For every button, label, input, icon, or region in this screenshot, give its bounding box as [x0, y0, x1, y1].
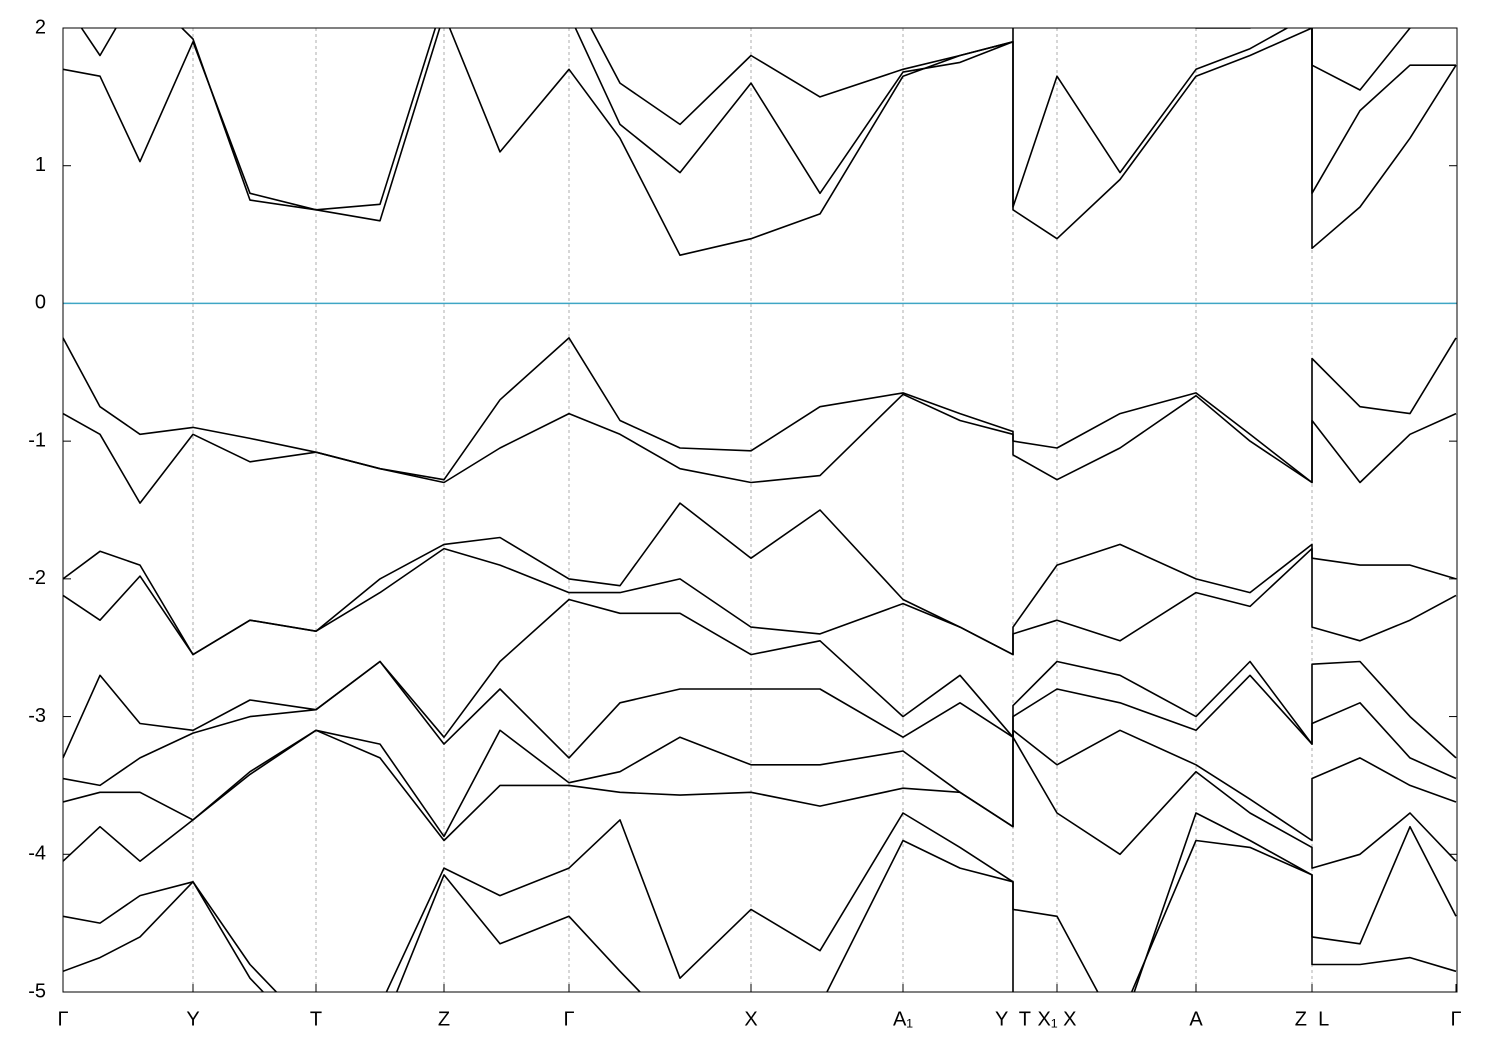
x-tick-label: Γ	[563, 1008, 574, 1030]
y-tick-label: -5	[28, 980, 46, 1002]
x-tick-label: Γ	[57, 1008, 68, 1030]
plot-frame	[62, 27, 1458, 993]
band-line	[589, 28, 1413, 126]
band-line	[63, 28, 1457, 256]
y-tick-label: -1	[28, 429, 46, 451]
x-tick-label: X	[744, 1008, 757, 1030]
x-tick-label: Y T	[995, 1008, 1031, 1030]
band-line	[63, 729, 1457, 869]
band-line	[63, 337, 1457, 484]
x-tick-label: Γ	[1450, 1008, 1461, 1030]
band-line	[63, 547, 1457, 656]
y-tick-label: 2	[35, 16, 46, 38]
x-tick-label: A₁	[893, 1008, 913, 1030]
band-line	[80, 28, 1456, 211]
band-line	[63, 598, 1457, 759]
x-tick-label: A	[1189, 1008, 1203, 1030]
band-line	[63, 812, 1457, 992]
band-line	[63, 393, 1457, 504]
x-tick-label: Z L	[1295, 1008, 1329, 1030]
x-tick-label: X₁ X	[1038, 1008, 1077, 1030]
y-tick-label: 0	[35, 292, 46, 314]
x-tick-label: Z	[438, 1008, 450, 1030]
y-tick-label: -2	[28, 567, 46, 589]
x-tick-label: Y	[186, 1008, 199, 1030]
band-line	[63, 839, 1457, 992]
band-line	[63, 729, 1457, 842]
plot-area	[63, 28, 1457, 992]
y-tick-label: 1	[35, 154, 46, 176]
x-tick-label: T	[310, 1008, 322, 1030]
band-line	[63, 660, 1457, 787]
y-tick-label: -3	[28, 705, 46, 727]
y-tick-label: -4	[28, 843, 46, 865]
